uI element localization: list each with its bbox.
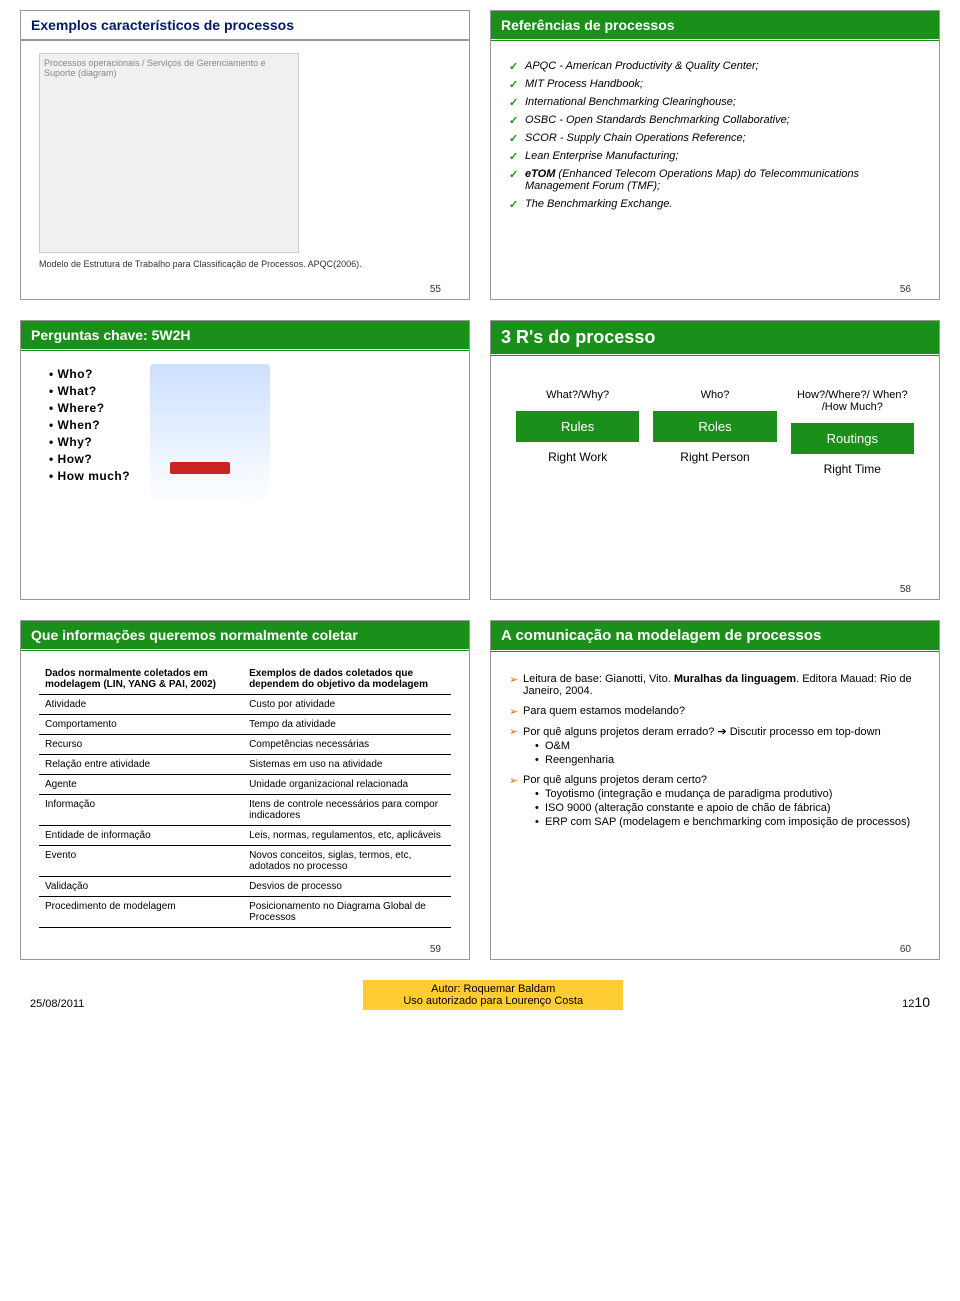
r-column: How?/Where?/ When? /How Much? Routings R… [791,389,915,476]
sub-item: ISO 9000 (alteração constante e apoio de… [535,802,921,814]
table-cell: Informação [39,795,243,826]
r-box: Routings [791,423,915,454]
table-cell: Desvios de processo [243,877,451,897]
table-cell: Custo por atividade [243,695,451,715]
table-cell: Recurso [39,735,243,755]
slide-info-coletar: Que informações queremos normalmente col… [20,620,470,960]
r-column: Who? Roles Right Person [653,389,777,476]
r-box: Roles [653,411,777,442]
list-item: Who? [49,367,130,381]
slide-exemplos: Exemplos característicos de processos Pr… [20,10,470,300]
table-cell: Comportamento [39,715,243,735]
r-question: What?/Why? [516,389,640,401]
r-question: How?/Where?/ When? /How Much? [791,389,915,413]
list-item: Por quê alguns projetos deram certo? Toy… [509,774,921,828]
table-cell: Atividade [39,695,243,715]
footer-page-numbers: 1210 [902,994,930,1010]
list-item: Where? [49,401,130,415]
slide-number: 55 [430,284,441,295]
arrow-list: Leitura de base: Gianotti, Vito. Muralha… [509,673,921,828]
list-item: Lean Enterprise Manufacturing; [509,150,921,162]
list-item: What? [49,384,130,398]
5w2h-list: Who? What? Where? When? Why? How? How mu… [49,364,130,486]
r-column: What?/Why? Rules Right Work [516,389,640,476]
r-question: Who? [653,389,777,401]
table-row: ComportamentoTempo da atividade [39,715,451,735]
r-bottom: Right Person [653,450,777,464]
table-cell: Validação [39,877,243,897]
table-row: AtividadeCusto por atividade [39,695,451,715]
table-cell: Procedimento de modelagem [39,897,243,928]
table-row: Relação entre atividadeSistemas em uso n… [39,755,451,775]
sub-item: O&M [535,740,921,752]
page-footer: 25/08/2011 Autor: Roquemar Baldam Uso au… [20,980,940,1010]
three-r-row: What?/Why? Rules Right Work Who? Roles R… [509,389,921,476]
list-item: How much? [49,469,130,483]
table-cell: Leis, normas, regulamentos, etc, aplicáv… [243,826,451,846]
footer-date: 25/08/2011 [30,998,84,1010]
sub-item: ERP com SAP (modelagem e benchmarking co… [535,816,921,828]
list-item: The Benchmarking Exchange. [509,198,921,210]
slide-comunicacao: A comunicação na modelagem de processos … [490,620,940,960]
table-header: Dados normalmente coletados em modelagem… [39,664,243,695]
table-cell: Evento [39,846,243,877]
list-item-etom: eTOM (Enhanced Telecom Operations Map) d… [509,168,921,192]
list-item: Para quem estamos modelando? [509,705,921,717]
slide-number: 60 [900,944,911,955]
table-row: EventoNovos conceitos, siglas, termos, e… [39,846,451,877]
slide-number: 59 [430,944,441,955]
table-row: RecursoCompetências necessárias [39,735,451,755]
sub-item: Reengenharia [535,754,921,766]
r-bottom: Right Work [516,450,640,464]
table-cell: Sistemas em uso na atividade [243,755,451,775]
sub-item: Toyotismo (integração e mudança de parad… [535,788,921,800]
list-item: MIT Process Handbook; [509,78,921,90]
table-cell: Posicionamento no Diagrama Global de Pro… [243,897,451,928]
list-item: Por quê alguns projetos deram errado? ➔ … [509,725,921,766]
slide-title: Que informações queremos normalmente col… [21,621,469,652]
table-header: Exemplos de dados coletados que dependem… [243,664,451,695]
table-cell: Relação entre atividade [39,755,243,775]
slide-3r: 3 R's do processo What?/Why? Rules Right… [490,320,940,600]
person-key-illustration [150,364,270,504]
key-icon [170,462,230,474]
slide-title: Exemplos característicos de processos [21,11,469,41]
reference-list: APQC - American Productivity & Quality C… [509,60,921,210]
list-item: When? [49,418,130,432]
slide-number: 56 [900,284,911,295]
r-bottom: Right Time [791,462,915,476]
table-cell: Agente [39,775,243,795]
slide-title: A comunicação na modelagem de processos [491,621,939,653]
data-table: Dados normalmente coletados em modelagem… [39,664,451,928]
list-item: SCOR - Supply Chain Operations Reference… [509,132,921,144]
r-box: Rules [516,411,640,442]
footer-author-block: Autor: Roquemar Baldam Uso autorizado pa… [363,980,623,1010]
table-row: InformaçãoItens de controle necessários … [39,795,451,826]
diagram-caption: Modelo de Estrutura de Trabalho para Cla… [39,259,451,269]
list-item: OSBC - Open Standards Benchmarking Colla… [509,114,921,126]
table-row: Entidade de informaçãoLeis, normas, regu… [39,826,451,846]
table-cell: Unidade organizacional relacionada [243,775,451,795]
table-cell: Novos conceitos, siglas, termos, etc, ad… [243,846,451,877]
slide-title: Perguntas chave: 5W2H [21,321,469,352]
table-cell: Itens de controle necessários para compo… [243,795,451,826]
table-cell: Entidade de informação [39,826,243,846]
slide-title: Referências de processos [491,11,939,42]
list-item: How? [49,452,130,466]
table-cell: Competências necessárias [243,735,451,755]
table-row: ValidaçãoDesvios de processo [39,877,451,897]
slide-title: 3 R's do processo [491,321,939,357]
table-row: Procedimento de modelagemPosicionamento … [39,897,451,928]
list-item: APQC - American Productivity & Quality C… [509,60,921,72]
list-item: Leitura de base: Gianotti, Vito. Muralha… [509,673,921,697]
slide-referencias: Referências de processos APQC - American… [490,10,940,300]
list-item: Why? [49,435,130,449]
slide-5w2h: Perguntas chave: 5W2H Who? What? Where? … [20,320,470,600]
slide-number: 58 [900,584,911,595]
table-cell: Tempo da atividade [243,715,451,735]
list-item: International Benchmarking Clearinghouse… [509,96,921,108]
apqc-diagram-placeholder: Processos operacionais / Serviços de Ger… [39,53,299,253]
table-row: AgenteUnidade organizacional relacionada [39,775,451,795]
